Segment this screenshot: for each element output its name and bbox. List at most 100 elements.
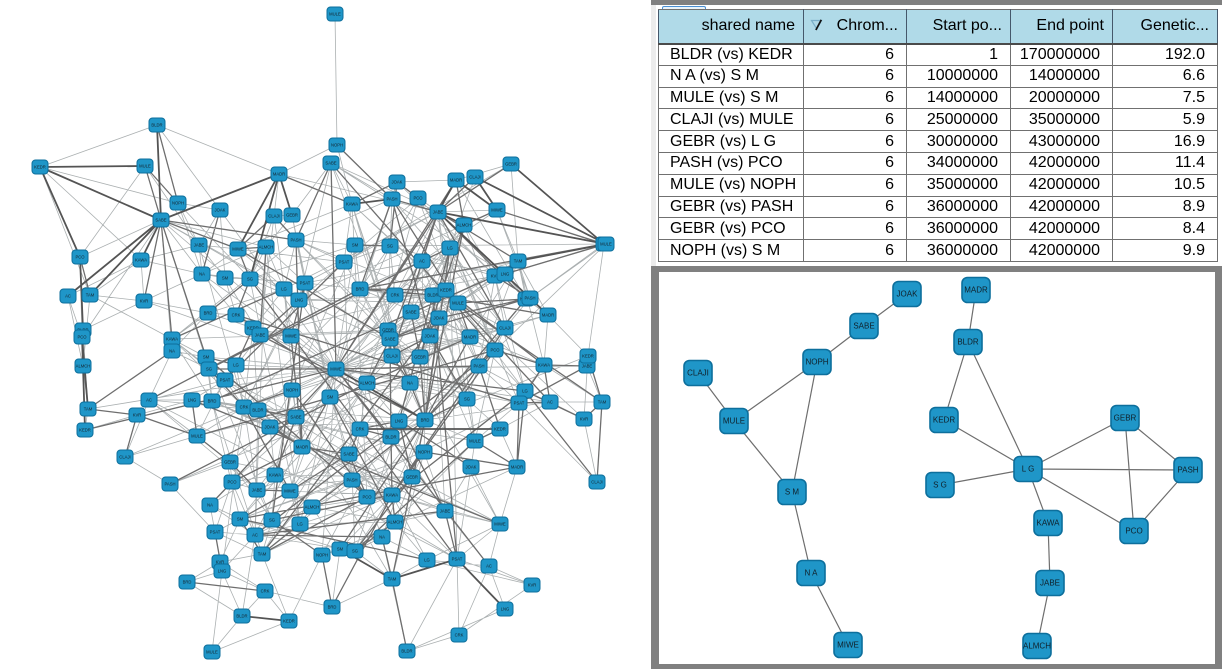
svg-text:PCO: PCO — [1125, 527, 1142, 536]
svg-text:SG: SG — [269, 518, 275, 523]
svg-text:KAWA: KAWA — [346, 202, 358, 207]
svg-text:L G: L G — [1022, 465, 1035, 474]
svg-text:CLAJI: CLAJI — [268, 214, 279, 219]
svg-text:JOAK: JOAK — [897, 290, 919, 299]
svg-text:CLAJI: CLAJI — [591, 480, 602, 485]
svg-text:MIWE: MIWE — [837, 641, 859, 650]
svg-text:BLDR: BLDR — [401, 649, 412, 654]
svg-text:PSAT: PSAT — [210, 530, 221, 535]
svg-text:CRK: CRK — [391, 293, 400, 298]
svg-text:GEBR: GEBR — [224, 460, 236, 465]
svg-text:PASH: PASH — [164, 482, 175, 487]
svg-text:PCO: PCO — [227, 480, 237, 485]
svg-text:KVR: KVR — [528, 583, 537, 588]
svg-text:ALMCH: ALMCH — [360, 381, 375, 386]
svg-text:KAWA: KAWA — [135, 258, 147, 263]
svg-text:JABE: JABE — [194, 243, 205, 248]
svg-text:GEBR: GEBR — [414, 355, 426, 360]
svg-text:SABE: SABE — [384, 337, 395, 342]
svg-text:KEDR: KEDR — [933, 416, 955, 425]
svg-text:PSAT: PSAT — [452, 557, 463, 562]
svg-text:CLAJI: CLAJI — [469, 175, 480, 180]
svg-text:JABE: JABE — [440, 509, 451, 514]
svg-text:TAM: TAM — [598, 400, 607, 405]
svg-text:PSAT: PSAT — [300, 281, 311, 286]
svg-text:PASH: PASH — [346, 478, 357, 483]
svg-text:LG: LG — [424, 558, 430, 563]
svg-text:KAWA: KAWA — [538, 363, 550, 368]
svg-text:CRK: CRK — [356, 427, 365, 432]
svg-text:BRD: BRD — [328, 605, 337, 610]
svg-text:NOPH: NOPH — [286, 388, 298, 393]
svg-text:GEBR: GEBR — [505, 162, 517, 167]
svg-text:LG: LG — [233, 363, 239, 368]
svg-text:PSAT: PSAT — [514, 401, 525, 406]
svg-text:TAM: TAM — [86, 293, 95, 298]
svg-text:BRD: BRD — [204, 311, 213, 316]
svg-text:MIWE: MIWE — [330, 367, 342, 372]
svg-text:SG: SG — [206, 367, 212, 372]
svg-text:PASH: PASH — [524, 296, 535, 301]
svg-text:MULE: MULE — [206, 650, 218, 655]
svg-text:BLDR: BLDR — [957, 338, 979, 347]
svg-text:LNG: LNG — [188, 398, 197, 403]
svg-text:MULE: MULE — [600, 242, 612, 247]
svg-text:SM: SM — [237, 517, 244, 522]
svg-text:KEDR: KEDR — [440, 288, 452, 293]
svg-text:PCO: PCO — [362, 495, 372, 500]
svg-text:S M: S M — [785, 488, 800, 497]
svg-text:SG: SG — [464, 397, 470, 402]
svg-text:SABE: SABE — [155, 218, 166, 223]
svg-text:S G: S G — [933, 481, 947, 490]
svg-text:SABE: SABE — [290, 415, 301, 420]
svg-text:BLDR: BLDR — [151, 123, 162, 128]
svg-text:PCO: PCO — [490, 348, 500, 353]
svg-text:JABE: JABE — [1040, 579, 1060, 588]
svg-text:MULE: MULE — [191, 434, 203, 439]
svg-text:KVR: KVR — [216, 560, 225, 565]
svg-text:SABE: SABE — [325, 161, 336, 166]
svg-text:BRD: BRD — [208, 399, 217, 404]
svg-text:MIWE: MIWE — [232, 247, 244, 252]
svg-text:JOAK: JOAK — [466, 465, 477, 470]
svg-text:KVR: KVR — [140, 299, 149, 304]
svg-text:JOAK: JOAK — [215, 208, 226, 213]
svg-text:NA: NA — [199, 272, 205, 277]
svg-text:CRK: CRK — [232, 313, 241, 318]
svg-text:MIWE: MIWE — [285, 334, 297, 339]
svg-text:GEBR: GEBR — [1114, 414, 1137, 423]
svg-text:BRD: BRD — [183, 580, 192, 585]
svg-text:CLAJI: CLAJI — [499, 326, 510, 331]
svg-text:GEBR: GEBR — [382, 328, 394, 333]
svg-text:JOAK: JOAK — [265, 425, 276, 430]
svg-text:PSAT: PSAT — [220, 378, 231, 383]
svg-text:MULE: MULE — [139, 164, 151, 169]
svg-text:NA: NA — [379, 535, 385, 540]
svg-text:BLDR: BLDR — [385, 435, 396, 440]
svg-text:PASH: PASH — [473, 364, 484, 369]
svg-text:LNG: LNG — [295, 298, 304, 303]
svg-text:TAM: TAM — [258, 552, 267, 557]
svg-text:SM: SM — [222, 276, 229, 281]
svg-text:MULE: MULE — [329, 12, 341, 17]
svg-text:MADR: MADR — [273, 172, 285, 177]
svg-text:KEDR: KEDR — [247, 326, 259, 331]
svg-text:KVR: KVR — [133, 413, 142, 418]
svg-text:KVR: KVR — [491, 274, 500, 279]
svg-text:KVR: KVR — [580, 417, 589, 422]
svg-text:CLAJI: CLAJI — [687, 369, 709, 378]
svg-text:SABE: SABE — [853, 322, 874, 331]
svg-text:TAM: TAM — [514, 259, 523, 264]
svg-text:PASH: PASH — [1177, 466, 1198, 475]
svg-text:JABE: JABE — [582, 364, 593, 369]
svg-text:MADR: MADR — [464, 335, 476, 340]
svg-text:JOAK: JOAK — [392, 180, 403, 185]
svg-text:LG: LG — [522, 389, 528, 394]
svg-text:SABE: SABE — [343, 452, 354, 457]
svg-text:MULE: MULE — [723, 417, 745, 426]
svg-text:MADR: MADR — [296, 445, 308, 450]
svg-text:JABE: JABE — [252, 488, 263, 493]
svg-text:JABE: JABE — [433, 210, 444, 215]
svg-text:SM: SM — [337, 547, 344, 552]
svg-text:AC: AC — [146, 398, 152, 403]
